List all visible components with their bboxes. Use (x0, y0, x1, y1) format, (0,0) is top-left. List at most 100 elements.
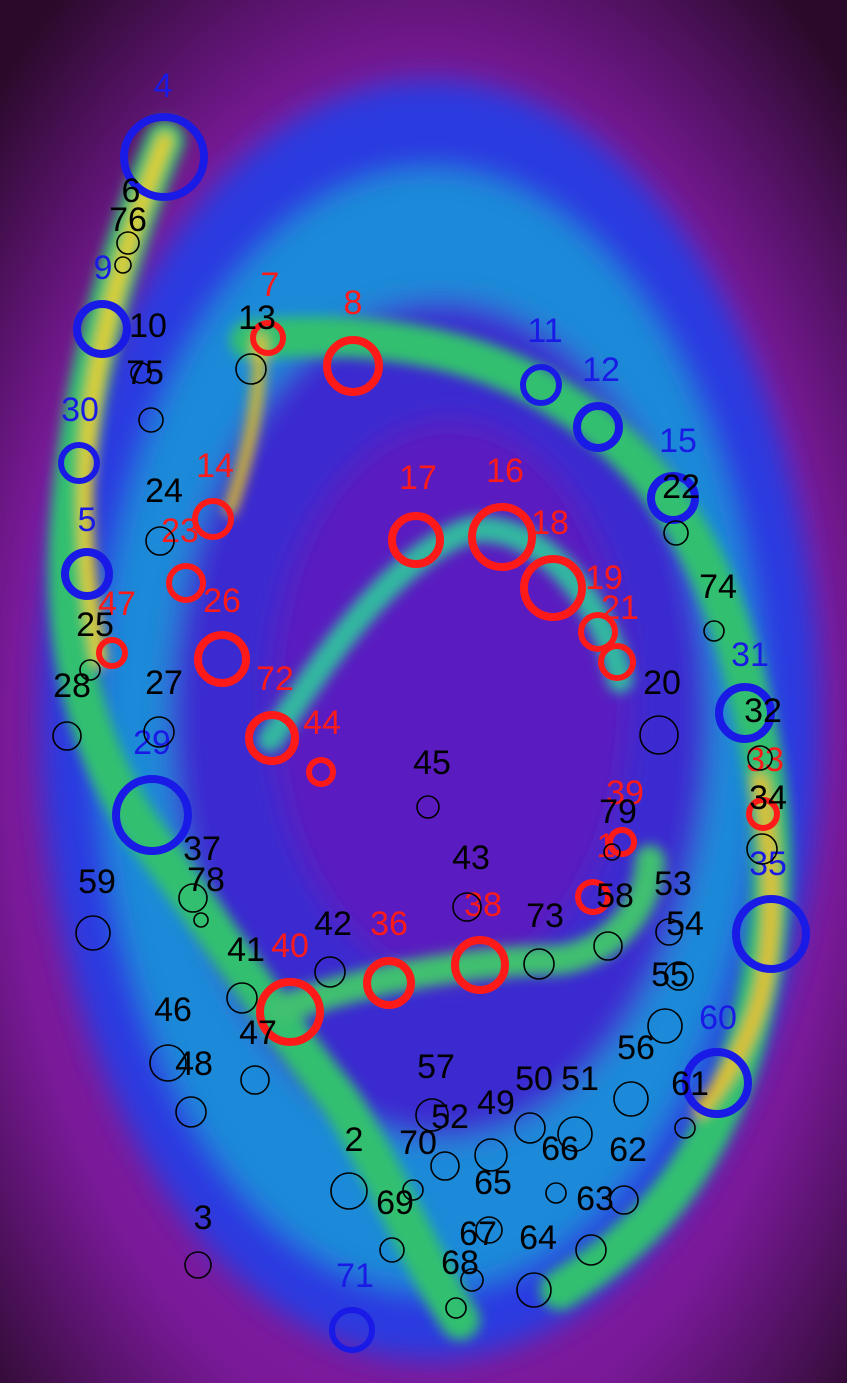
region-circle (523, 948, 555, 980)
region-circle (194, 631, 250, 687)
region-label: 3 (194, 1199, 213, 1237)
region-circle (416, 795, 440, 819)
region-label: 15 (659, 422, 697, 460)
region-circle (639, 715, 679, 755)
region-circle (235, 353, 267, 385)
region-circle (138, 407, 164, 433)
region-circle (192, 498, 234, 540)
region-label: 18 (531, 504, 569, 542)
region-circle (613, 1081, 649, 1117)
region-circle (256, 978, 324, 1046)
region-circle (663, 520, 689, 546)
region-label: 4 (154, 67, 173, 105)
region-circle (363, 957, 415, 1009)
region-label: 43 (452, 839, 490, 877)
region-label: 55 (651, 956, 689, 994)
region-circle (143, 716, 175, 748)
region-circle (329, 1307, 375, 1353)
region-label: 72 (256, 660, 294, 698)
region-label: 51 (561, 1060, 599, 1098)
region-label: 58 (596, 877, 634, 915)
region-circle (746, 797, 780, 831)
region-circle (52, 721, 82, 751)
region-label: 7 (261, 266, 280, 304)
region-circle (114, 256, 132, 274)
region-label: 47 (98, 585, 136, 623)
region-circle (746, 833, 778, 865)
region-label: 16 (486, 452, 524, 490)
region-circle (193, 912, 209, 928)
region-label: 2 (345, 1121, 364, 1159)
region-circle (674, 1117, 696, 1139)
region-circle (250, 320, 286, 356)
region-label: 49 (477, 1084, 515, 1122)
region-label: 52 (431, 1098, 469, 1136)
region-circle (520, 364, 562, 406)
region-label: 25 (76, 606, 114, 644)
region-label: 70 (399, 1124, 437, 1162)
region-label: 30 (61, 391, 99, 429)
region-circle (330, 1172, 368, 1210)
region-label: 12 (582, 351, 620, 389)
region-circle (703, 620, 725, 642)
region-circle (578, 612, 618, 652)
region-label: 56 (617, 1029, 655, 1067)
region-circle (240, 1065, 270, 1095)
region-label: 14 (196, 447, 234, 485)
region-circle (545, 1182, 567, 1204)
region-circle (166, 563, 206, 603)
region-label: 65 (474, 1164, 512, 1202)
region-circle (715, 683, 775, 743)
region-label: 40 (271, 927, 309, 965)
region-label: 76 (109, 201, 147, 239)
region-label: 10 (129, 307, 167, 345)
region-label: 6 (122, 172, 141, 210)
region-circle (116, 231, 140, 255)
region-circle (175, 1096, 207, 1128)
region-label: 53 (654, 865, 692, 903)
region-circle (516, 1272, 552, 1308)
region-label: 41 (227, 931, 265, 969)
region-label: 36 (370, 905, 408, 943)
region-circle (575, 879, 611, 915)
region-label: 67 (459, 1215, 497, 1253)
region-label: 9 (94, 249, 113, 287)
region-label: 38 (464, 886, 502, 924)
region-label: 27 (145, 664, 183, 702)
region-circle (96, 637, 128, 669)
region-label: 24 (145, 472, 183, 510)
region-label: 74 (699, 568, 737, 606)
region-label: 17 (399, 459, 437, 497)
region-label: 44 (303, 704, 341, 742)
region-label: 42 (314, 905, 352, 943)
region-circle (306, 757, 336, 787)
region-circle (451, 936, 509, 994)
region-circle (474, 1138, 508, 1172)
region-circle (245, 711, 299, 765)
region-label: 60 (699, 999, 737, 1037)
region-circle (607, 827, 637, 857)
region-circle (520, 555, 586, 621)
region-circle (112, 775, 192, 855)
region-label: 34 (749, 779, 787, 817)
region-label: 63 (576, 1180, 614, 1218)
region-label: 62 (609, 1131, 647, 1169)
region-circle (609, 1185, 639, 1215)
region-label: 29 (133, 724, 171, 762)
region-circle (664, 961, 694, 991)
region-circle (598, 643, 636, 681)
region-circle (226, 982, 258, 1014)
region-label: 45 (413, 744, 451, 782)
region-circle (379, 1237, 405, 1263)
region-circle (61, 548, 113, 600)
region-label: 28 (53, 667, 91, 705)
region-label: 50 (515, 1060, 553, 1098)
region-circle (460, 1268, 484, 1292)
region-circle (79, 659, 101, 681)
region-label: 13 (238, 299, 276, 337)
region-label: 20 (643, 664, 681, 702)
region-circle (430, 1151, 460, 1181)
region-circle (149, 1044, 187, 1082)
region-circle (145, 526, 175, 556)
